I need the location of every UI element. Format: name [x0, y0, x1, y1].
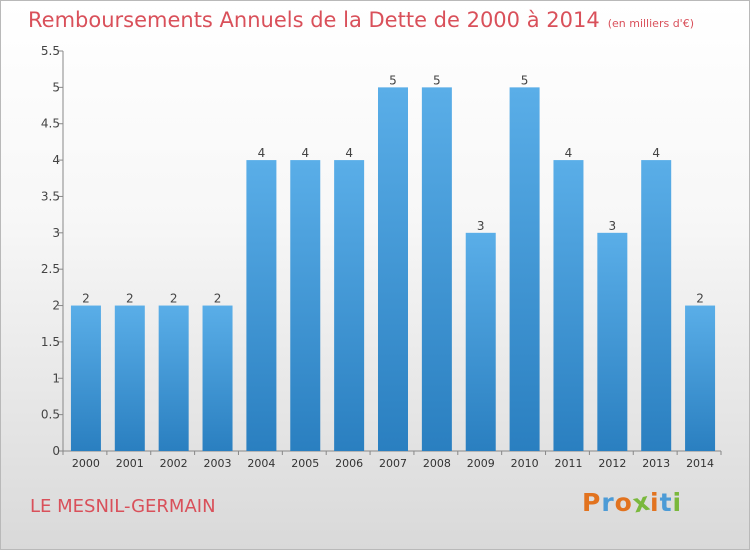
data-label: 3: [477, 219, 485, 233]
x-tick-label: 2007: [379, 457, 407, 470]
x-tick-label: 2013: [642, 457, 670, 470]
y-tick-label: 2: [52, 299, 60, 313]
y-tick-label: 4: [52, 153, 60, 167]
bar: [70, 305, 101, 451]
bar: [114, 305, 145, 451]
bar: [465, 232, 496, 451]
logo-letter: o: [614, 488, 633, 517]
town-name: LE MESNIL-GERMAIN: [30, 496, 216, 517]
y-tick-label: 0: [52, 444, 60, 458]
x-tick-label: 2012: [598, 457, 626, 470]
logo-letter: r: [601, 488, 615, 517]
y-tick-label: 5: [52, 80, 60, 94]
y-tick-label: 3: [52, 226, 60, 240]
data-label: 2: [696, 292, 704, 306]
y-tick-label: 2.5: [41, 262, 60, 276]
chart-axes: 0 0.5 1 1.5 2 2.5 3 3.5 4 4.5 5 5.5 2000 2001 2002 2003…: [41, 44, 722, 470]
bar: [685, 305, 716, 451]
x-tick-label: 2004: [247, 457, 275, 470]
chart-title: Remboursements Annuels de la Dette de 20…: [28, 8, 694, 32]
chart-bars: [70, 87, 716, 451]
x-tick-label: 2006: [335, 457, 363, 470]
data-label: 3: [609, 219, 617, 233]
proxiti-logo: Proxiti: [582, 487, 683, 519]
y-tick-label: 1.5: [41, 335, 60, 349]
bar: [421, 87, 452, 451]
data-label: 2: [126, 292, 134, 306]
bar: [553, 160, 584, 451]
x-tick-label: 2009: [467, 457, 495, 470]
bar: [641, 160, 672, 451]
x-tick-label: 2001: [116, 457, 144, 470]
logo-letter: t: [659, 488, 673, 517]
chart-title-text: Remboursements Annuels de la Dette de 20…: [28, 8, 600, 32]
logo-letter: i: [672, 488, 683, 517]
data-label: 2: [170, 292, 178, 306]
data-label: 5: [389, 73, 397, 87]
x-tick-label: 2000: [72, 457, 100, 470]
logo-letter: P: [582, 488, 602, 517]
bar: [246, 160, 277, 451]
data-label: 5: [433, 73, 441, 87]
data-label: 2: [82, 292, 90, 306]
data-label: 4: [345, 146, 353, 160]
bar: [202, 305, 233, 451]
data-label: 4: [565, 146, 573, 160]
bar: [509, 87, 540, 451]
bar: [334, 160, 365, 451]
logo-letter: i: [650, 488, 660, 517]
x-tick-label: 2010: [511, 457, 539, 470]
bar: [158, 305, 189, 451]
x-tick-label: 2014: [686, 457, 714, 470]
y-tick-label: 0.5: [41, 408, 60, 422]
x-tick-label: 2003: [204, 457, 232, 470]
chart-data-labels: 2 2 2 2 4 4 4 5 5 3 5 4 3 4 2: [82, 73, 704, 305]
bar: [597, 232, 628, 451]
y-tick-label: 1: [52, 371, 60, 385]
bar: [290, 160, 321, 451]
data-label: 4: [301, 146, 309, 160]
data-label: 4: [258, 146, 266, 160]
chart-unit-label: (en milliers d'€): [607, 17, 694, 30]
x-tick-label: 2008: [423, 457, 451, 470]
data-label: 2: [214, 292, 222, 306]
x-tick-label: 2005: [291, 457, 319, 470]
data-label: 5: [521, 73, 529, 87]
bar: [378, 87, 408, 451]
y-tick-label: 5.5: [41, 44, 60, 58]
y-tick-label: 4.5: [41, 117, 60, 131]
x-tick-label: 2002: [160, 457, 188, 470]
data-label: 4: [652, 146, 660, 160]
y-tick-label: 3.5: [41, 189, 60, 203]
x-tick-label: 2011: [554, 457, 582, 470]
